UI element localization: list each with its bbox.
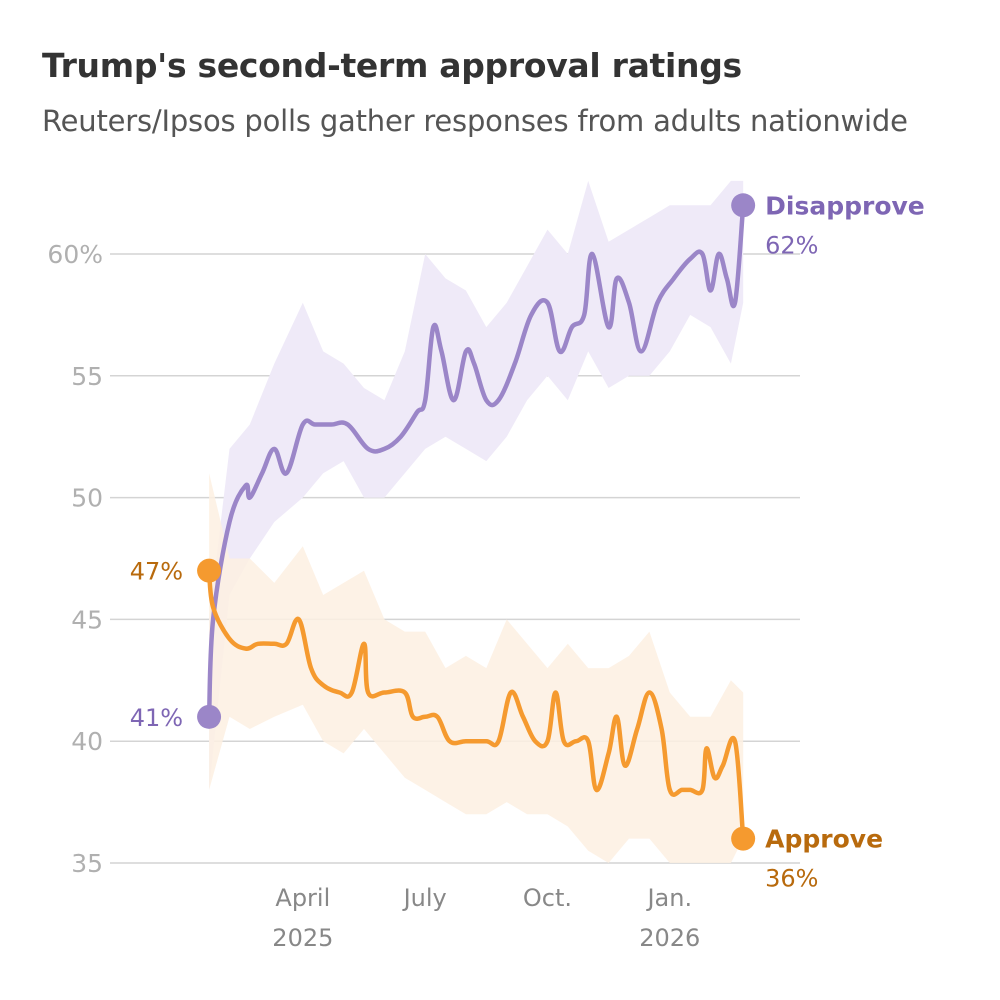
series-lines	[197, 193, 756, 851]
disapprove-series-label: Disapprove	[765, 191, 925, 220]
x-tick-label: April	[275, 884, 330, 912]
y-tick-label: 55	[71, 362, 103, 391]
series-labels: Disapprove 62% 41% Approve 36% 47%	[130, 191, 925, 892]
approve-series-label: Approve	[765, 825, 883, 854]
approve-end-value: 36%	[765, 865, 818, 893]
y-tick-label: 60%	[47, 240, 103, 269]
x-tick-label: Jan.	[645, 884, 692, 912]
x-tick-year-label: 2025	[272, 924, 333, 952]
x-tick-label: Oct.	[523, 884, 572, 912]
disapprove-end-point	[731, 193, 756, 218]
chart-title: Trump's second-term approval ratings	[42, 46, 742, 85]
approve-start-point	[197, 558, 222, 583]
y-tick-label: 50	[71, 484, 103, 513]
approve-line	[206, 568, 746, 841]
approve-end-point	[731, 826, 756, 851]
approve-band	[209, 473, 744, 863]
disapprove-end-value: 62%	[765, 231, 818, 259]
y-tick-label: 45	[71, 605, 103, 634]
disapprove-band	[209, 180, 744, 790]
approve-start-value: 47%	[130, 558, 183, 586]
disapprove-start-value: 41%	[130, 704, 183, 732]
y-tick-label: 40	[71, 727, 103, 756]
x-tick-year-label: 2026	[639, 924, 700, 952]
confidence-bands	[209, 180, 744, 863]
disapprove-start-point	[197, 704, 222, 729]
x-tick-label: July	[402, 884, 447, 912]
y-tick-label: 35	[71, 849, 103, 878]
disapprove-line	[206, 203, 746, 720]
chart-subtitle: Reuters/Ipsos polls gather responses fro…	[42, 104, 908, 138]
